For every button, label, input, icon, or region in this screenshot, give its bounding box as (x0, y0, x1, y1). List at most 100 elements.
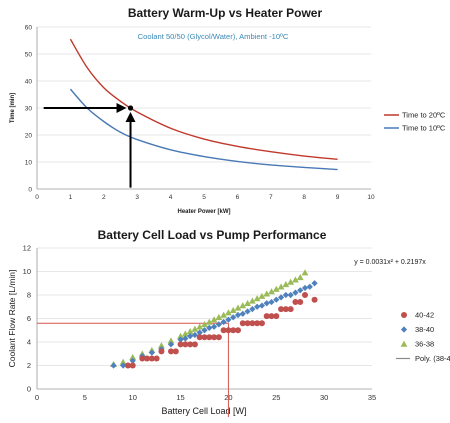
chart2-series (110, 269, 318, 369)
data-point-triangle (220, 311, 228, 318)
data-point-circle (278, 306, 285, 313)
data-point-circle (244, 320, 251, 327)
data-point-diamond (287, 291, 294, 299)
chart1-y-ticks: 0 10 20 30 40 50 60 (25, 24, 33, 193)
data-point-triangle (191, 325, 199, 332)
data-point-circle (144, 355, 151, 362)
data-point-diamond (206, 324, 213, 331)
data-point-diamond (268, 298, 275, 306)
chart2-y-tick-label: 4 (27, 338, 31, 347)
chart1-arrows (43, 103, 136, 188)
data-point-triangle (158, 342, 165, 349)
data-point-circle (273, 313, 280, 320)
data-point-diamond (297, 287, 304, 294)
data-point-diamond (282, 291, 289, 299)
data-point-diamond (277, 294, 285, 301)
chart2-x-axis-label: Battery Cell Load [W] (161, 406, 246, 416)
legend-label: Time to 20ºC (402, 111, 446, 120)
data-point-triangle (400, 340, 408, 347)
data-point-diamond (220, 318, 227, 326)
data-point-circle (158, 348, 165, 355)
data-point-diamond (230, 314, 237, 321)
data-point-circle (196, 334, 203, 341)
chart1-series-line (69, 88, 338, 171)
data-point-circle (249, 320, 256, 327)
data-point-diamond (191, 331, 199, 339)
chart2-x-tick-label: 5 (83, 393, 87, 402)
data-point-triangle (244, 299, 251, 306)
data-point-diamond (244, 308, 251, 315)
chart2-x-tick-label: 0 (35, 393, 39, 402)
chart2-x-tick-label: 30 (320, 393, 328, 402)
chart1-y-tick-label: 10 (25, 159, 33, 166)
data-point-circle (129, 362, 136, 369)
chart1-annotation: Coolant 50/50 (Glycol/Water), Ambient -1… (138, 32, 289, 41)
data-point-circle (172, 348, 179, 355)
data-point-triangle (263, 290, 271, 297)
data-point-circle (235, 327, 241, 334)
data-point-triangle (196, 323, 204, 330)
data-point-triangle (296, 273, 304, 281)
chart2-y-ticks: 0 2 4 6 8 10 12 (23, 244, 31, 394)
data-point-diamond (129, 357, 136, 364)
data-point-triangle (119, 358, 127, 365)
data-point-diamond (301, 284, 309, 292)
data-point-diamond (120, 362, 127, 369)
data-point-triangle (129, 353, 137, 360)
chart1-y-tick-label: 50 (25, 51, 33, 58)
chart2-x-tick-label: 35 (368, 393, 376, 402)
legend-label: Time to 10ºC (402, 124, 446, 133)
legend-label: Poly. (38-40) (415, 354, 450, 363)
data-point-diamond (167, 341, 175, 348)
data-point-triangle (248, 297, 256, 304)
data-point-diamond (187, 333, 194, 340)
chart1-y-tick-label: 20 (25, 132, 33, 139)
data-point-diamond (215, 321, 222, 328)
chart1-x-tick-label: 10 (367, 194, 375, 201)
data-point-diamond (292, 289, 299, 296)
data-point-circle (201, 334, 208, 341)
data-point-triangle (210, 316, 218, 323)
data-point-triangle (167, 337, 175, 344)
data-point-circle (239, 320, 246, 327)
chart1-x-axis-label: Heater Power [kW] (177, 209, 230, 215)
chart1-series (69, 38, 338, 171)
data-point-triangle (282, 281, 290, 288)
data-point-triangle (201, 320, 208, 328)
data-point-circle (153, 355, 160, 362)
legend-label: 38-40 (415, 325, 434, 334)
data-point-triangle (292, 276, 299, 283)
chart1-series-line (69, 38, 338, 160)
data-point-circle (191, 341, 198, 348)
data-point-circle (177, 341, 184, 348)
chart1-y-axis-label: Time [min] (10, 93, 16, 123)
chart2-y-tick-label: 0 (27, 385, 31, 394)
chart1-x-tick-label: 2 (102, 194, 106, 201)
chart1-gridlines (37, 26, 371, 163)
data-point-circle (124, 362, 131, 369)
data-point-circle (206, 334, 213, 341)
data-point-triangle (181, 330, 189, 337)
data-point-triangle (277, 283, 285, 290)
chart1-x-tick-label: 0 (35, 194, 39, 201)
data-point-diamond (263, 300, 270, 307)
chart1-y-tick-label: 60 (25, 24, 33, 31)
data-point-triangle (272, 285, 280, 292)
data-point-circle (263, 313, 270, 320)
chart1-x-tick-label: 6 (236, 194, 240, 201)
data-point-triangle (225, 309, 232, 316)
data-point-triangle (301, 269, 309, 276)
data-point-diamond (110, 362, 117, 369)
data-point-circle (268, 313, 275, 320)
data-point-circle (230, 327, 237, 334)
data-point-circle (401, 312, 407, 318)
chart1-x-tick-label: 9 (336, 194, 340, 201)
data-point-diamond (239, 310, 246, 317)
chart2-axes (36, 248, 372, 390)
data-point-triangle (268, 288, 275, 295)
chart2-gridlines (37, 247, 372, 366)
data-point-diamond (400, 326, 408, 333)
chart2-legend: 40-42 38-40 36-38 Poly. (38-40) (396, 311, 450, 363)
chart1-y-tick-label: 0 (28, 186, 32, 193)
data-point-circle (254, 320, 261, 327)
